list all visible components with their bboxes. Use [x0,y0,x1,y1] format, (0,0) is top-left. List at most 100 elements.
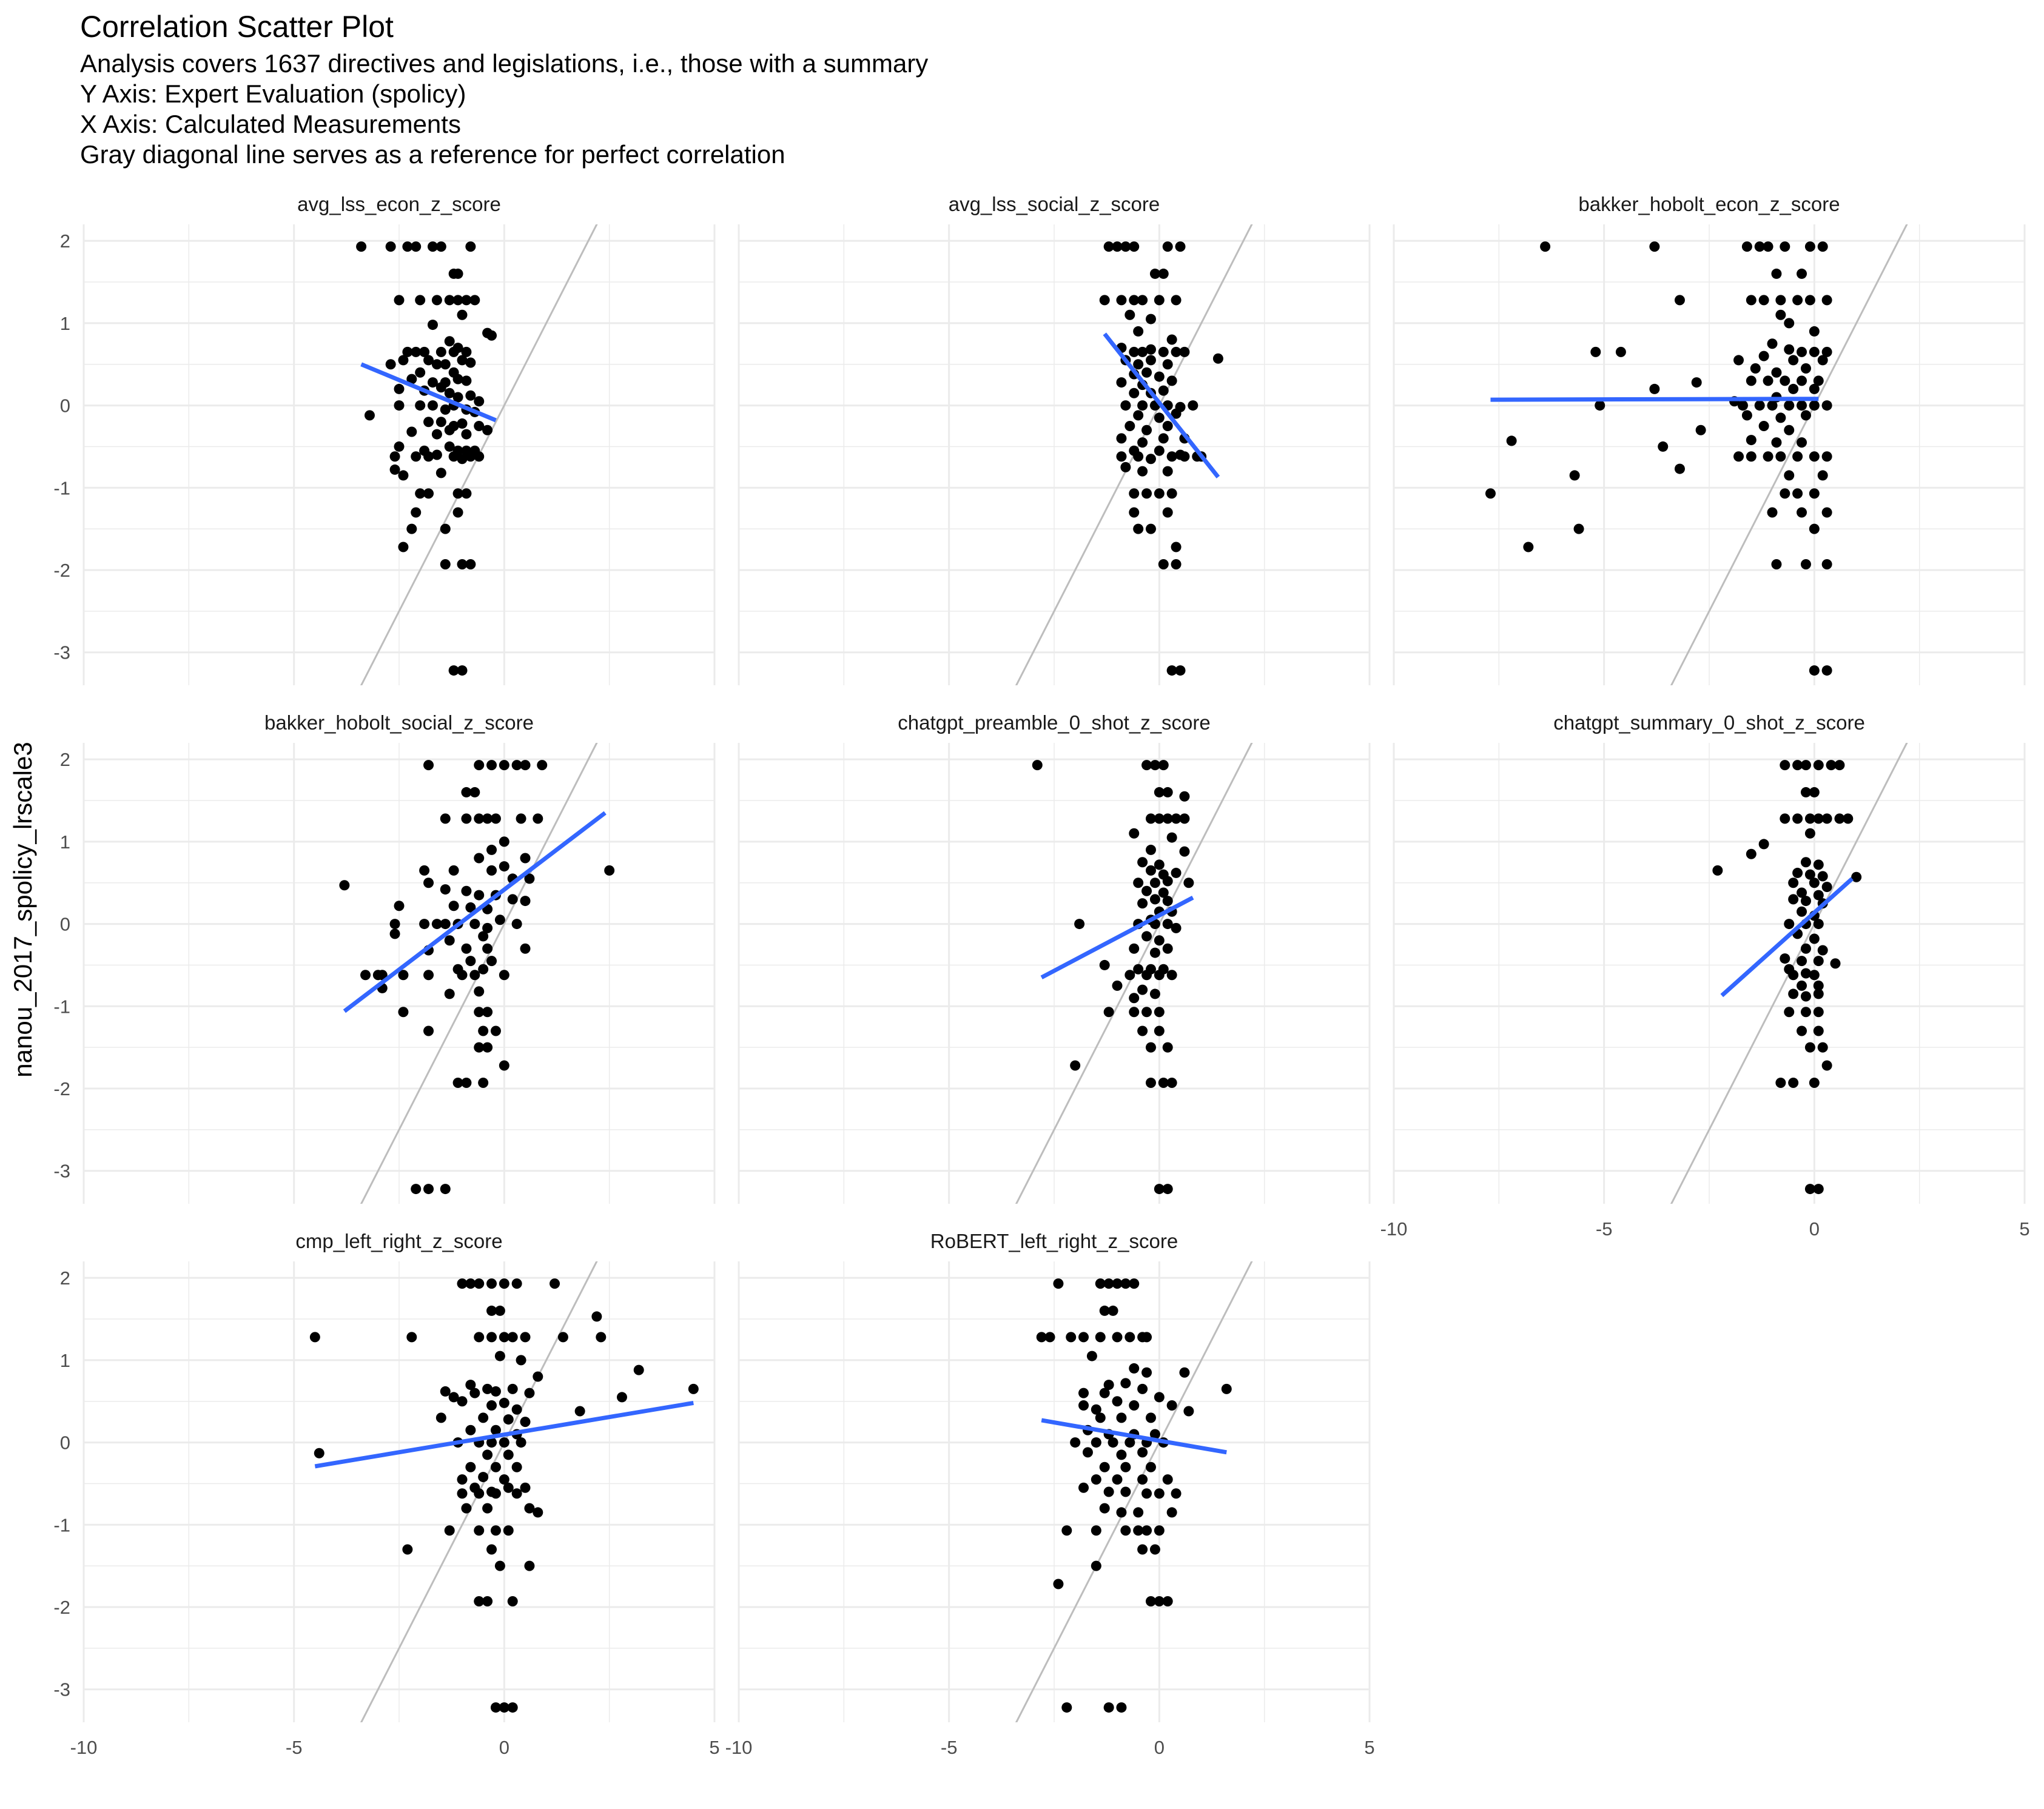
data-point [1116,1449,1127,1460]
data-point [1112,1396,1123,1407]
data-point [1763,375,1773,386]
data-point [1809,523,1820,534]
data-point [596,1332,607,1343]
data-point [1741,241,1752,252]
data-point [1116,295,1127,306]
data-point [1804,295,1815,306]
facet-panel-avg_lss_econ_z_score: avg_lss_econ_z_score -3 -2 -1 0 1 2 [53,193,716,685]
data-point [1120,1462,1131,1472]
data-point [1141,1332,1152,1343]
gridlines [82,224,716,685]
data-point [1166,375,1177,386]
y-tick-label: -2 [53,560,70,581]
data-point [507,1596,518,1606]
data-point [1788,970,1799,981]
data-point [1792,451,1803,462]
data-point [1780,813,1790,824]
data-point [1767,400,1778,411]
data-point [1133,1525,1144,1536]
y-tick-label: -1 [53,477,70,498]
data-point [402,241,413,252]
reference-line [1670,224,1908,685]
data-point [1141,931,1152,942]
data-point [1166,665,1177,676]
data-point [482,1596,493,1606]
data-point [1804,1042,1815,1053]
data-point [1183,1406,1194,1417]
data-point [1788,894,1799,905]
facet-title: bakker_hobolt_social_z_score [264,711,534,734]
data-point [1162,507,1173,518]
fit-line [1040,896,1194,979]
data-point [406,523,417,534]
data-point [1784,470,1795,481]
data-point [1569,470,1580,481]
data-point [1162,876,1173,887]
data-point [1813,919,1824,930]
x-tick-label: 5 [1364,1737,1374,1758]
data-point [633,1364,644,1375]
data-point [1154,1525,1165,1536]
data-point [1813,890,1824,901]
data-point [1129,828,1140,839]
data-point [1120,241,1131,252]
data-point [1166,488,1177,499]
data-point [520,896,531,907]
data-point [427,377,438,388]
data-point [1137,295,1148,306]
data-point [423,1184,434,1195]
data-point [1813,859,1824,870]
data-point [457,1488,468,1499]
data-point [1154,1007,1165,1018]
data-point [1112,1278,1123,1289]
y-tick-label: 0 [60,1432,70,1454]
data-point [1145,454,1156,465]
data-point [550,1278,560,1289]
y-tick-label: -1 [53,996,70,1017]
data-point [457,309,468,320]
data-point [1125,1332,1135,1343]
data-point [1775,412,1786,423]
x-tick-label: 0 [1809,1218,1820,1240]
data-point [499,861,509,872]
data-point [1149,919,1160,930]
data-point [465,1380,476,1391]
data-point [1129,241,1140,252]
data-point [1162,919,1173,930]
data-point [1116,1507,1127,1518]
data-point [482,1383,493,1394]
data-point [1158,268,1169,279]
data-point [1120,400,1131,411]
data-point [1137,400,1148,411]
data-point [1800,410,1811,421]
data-point [1091,1437,1101,1448]
data-point [1737,400,1748,411]
data-point [423,760,434,771]
data-point [499,1060,509,1071]
data-point [448,665,459,676]
data-point [1145,844,1156,855]
data-point [1746,451,1757,462]
data-point [364,410,375,421]
data-point [1137,1025,1148,1036]
data-point [1809,970,1820,981]
data-point [1221,1383,1232,1394]
data-point [431,295,442,306]
data-point [1649,241,1660,252]
data-point [524,1503,535,1514]
data-point [1797,980,1807,991]
x-tick-label: -5 [1596,1218,1613,1240]
data-point [1813,956,1824,967]
data-point [1767,338,1778,349]
data-point [1784,344,1795,355]
data-point [440,884,451,895]
data-point [1809,933,1820,944]
data-point [398,1007,409,1018]
facet-panel-bakker_hobolt_econ_z_score: bakker_hobolt_econ_z_score [1393,193,2026,685]
data-point [1817,945,1828,956]
data-point [1695,425,1706,435]
data-point [440,1184,451,1195]
data-point [444,295,455,306]
data-point [1788,355,1799,366]
